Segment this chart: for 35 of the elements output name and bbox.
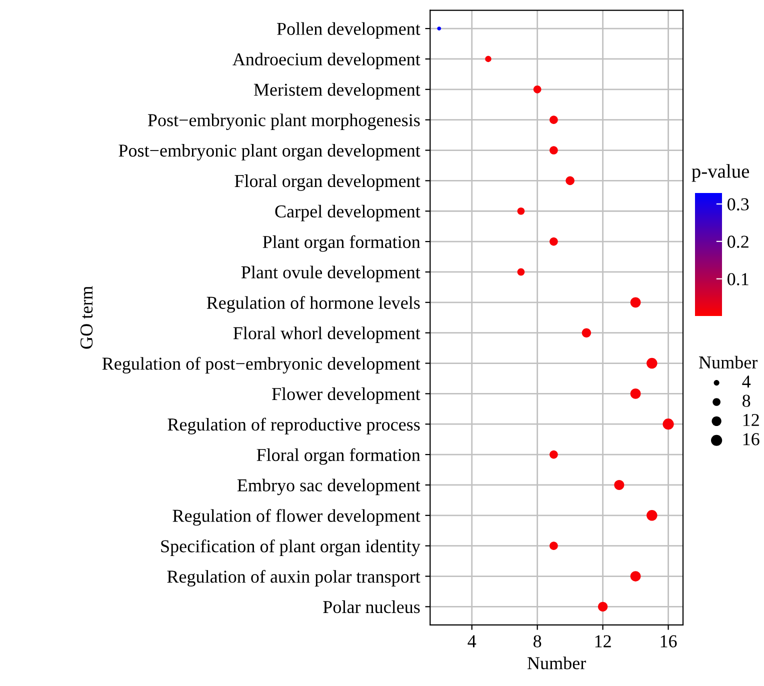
- y-tick-label: Regulation of flower development: [172, 509, 420, 526]
- y-tick-label: Floral whorl development: [233, 326, 420, 343]
- x-axis-title: Number: [528, 656, 586, 670]
- y-tick-label: Floral organ development: [234, 174, 420, 191]
- color-bar-label: 0.2: [728, 236, 748, 248]
- legend-label: 8: [742, 394, 750, 407]
- y-tick-label: Plant ovule development: [241, 266, 420, 282]
- y-tick-label: Androecium development: [232, 52, 420, 70]
- legend-label: 4: [742, 376, 751, 388]
- y-tick-label: Pollen development: [277, 22, 420, 39]
- legend-label: 16: [743, 433, 760, 446]
- y-tick-label: Specification of plant organ identity: [161, 539, 420, 556]
- color-bar-label: 0.1: [728, 273, 748, 286]
- y-tick-label: Regulation of auxin polar transport: [167, 570, 420, 587]
- y-tick-label: Post−embryonic plant morphogenesis: [148, 114, 420, 130]
- y-tick-label: Regulation of reproductive process: [168, 418, 420, 434]
- y-tick-label: Regulation of post−embryonic development: [102, 356, 420, 374]
- color-bar-title: p-value: [692, 164, 750, 182]
- color-bar-label: 0.3: [728, 198, 749, 211]
- x-tick-label: 4: [468, 635, 476, 648]
- y-tick-label: Meristem development: [254, 83, 420, 100]
- y-tick-label: Carpel development: [275, 204, 420, 222]
- x-tick-label: 8: [534, 635, 542, 648]
- y-tick-label: Polar nucleus: [323, 600, 420, 614]
- y-axis-title: GO term: [80, 286, 93, 349]
- x-tick-label: 16: [660, 635, 677, 648]
- y-tick-label: Floral organ formation: [256, 448, 420, 465]
- y-tick-label: Plant organ formation: [262, 235, 420, 252]
- legend-label: 12: [743, 414, 759, 426]
- x-tick-label: 12: [595, 635, 611, 648]
- y-tick-label: Flower development: [272, 387, 420, 404]
- y-tick-label: Post−embryonic plant organ development: [118, 144, 420, 160]
- y-tick-label: Regulation of hormone levels: [206, 296, 420, 313]
- legend-title: Number: [699, 356, 758, 369]
- y-tick-label: Embryo sac development: [237, 478, 420, 496]
